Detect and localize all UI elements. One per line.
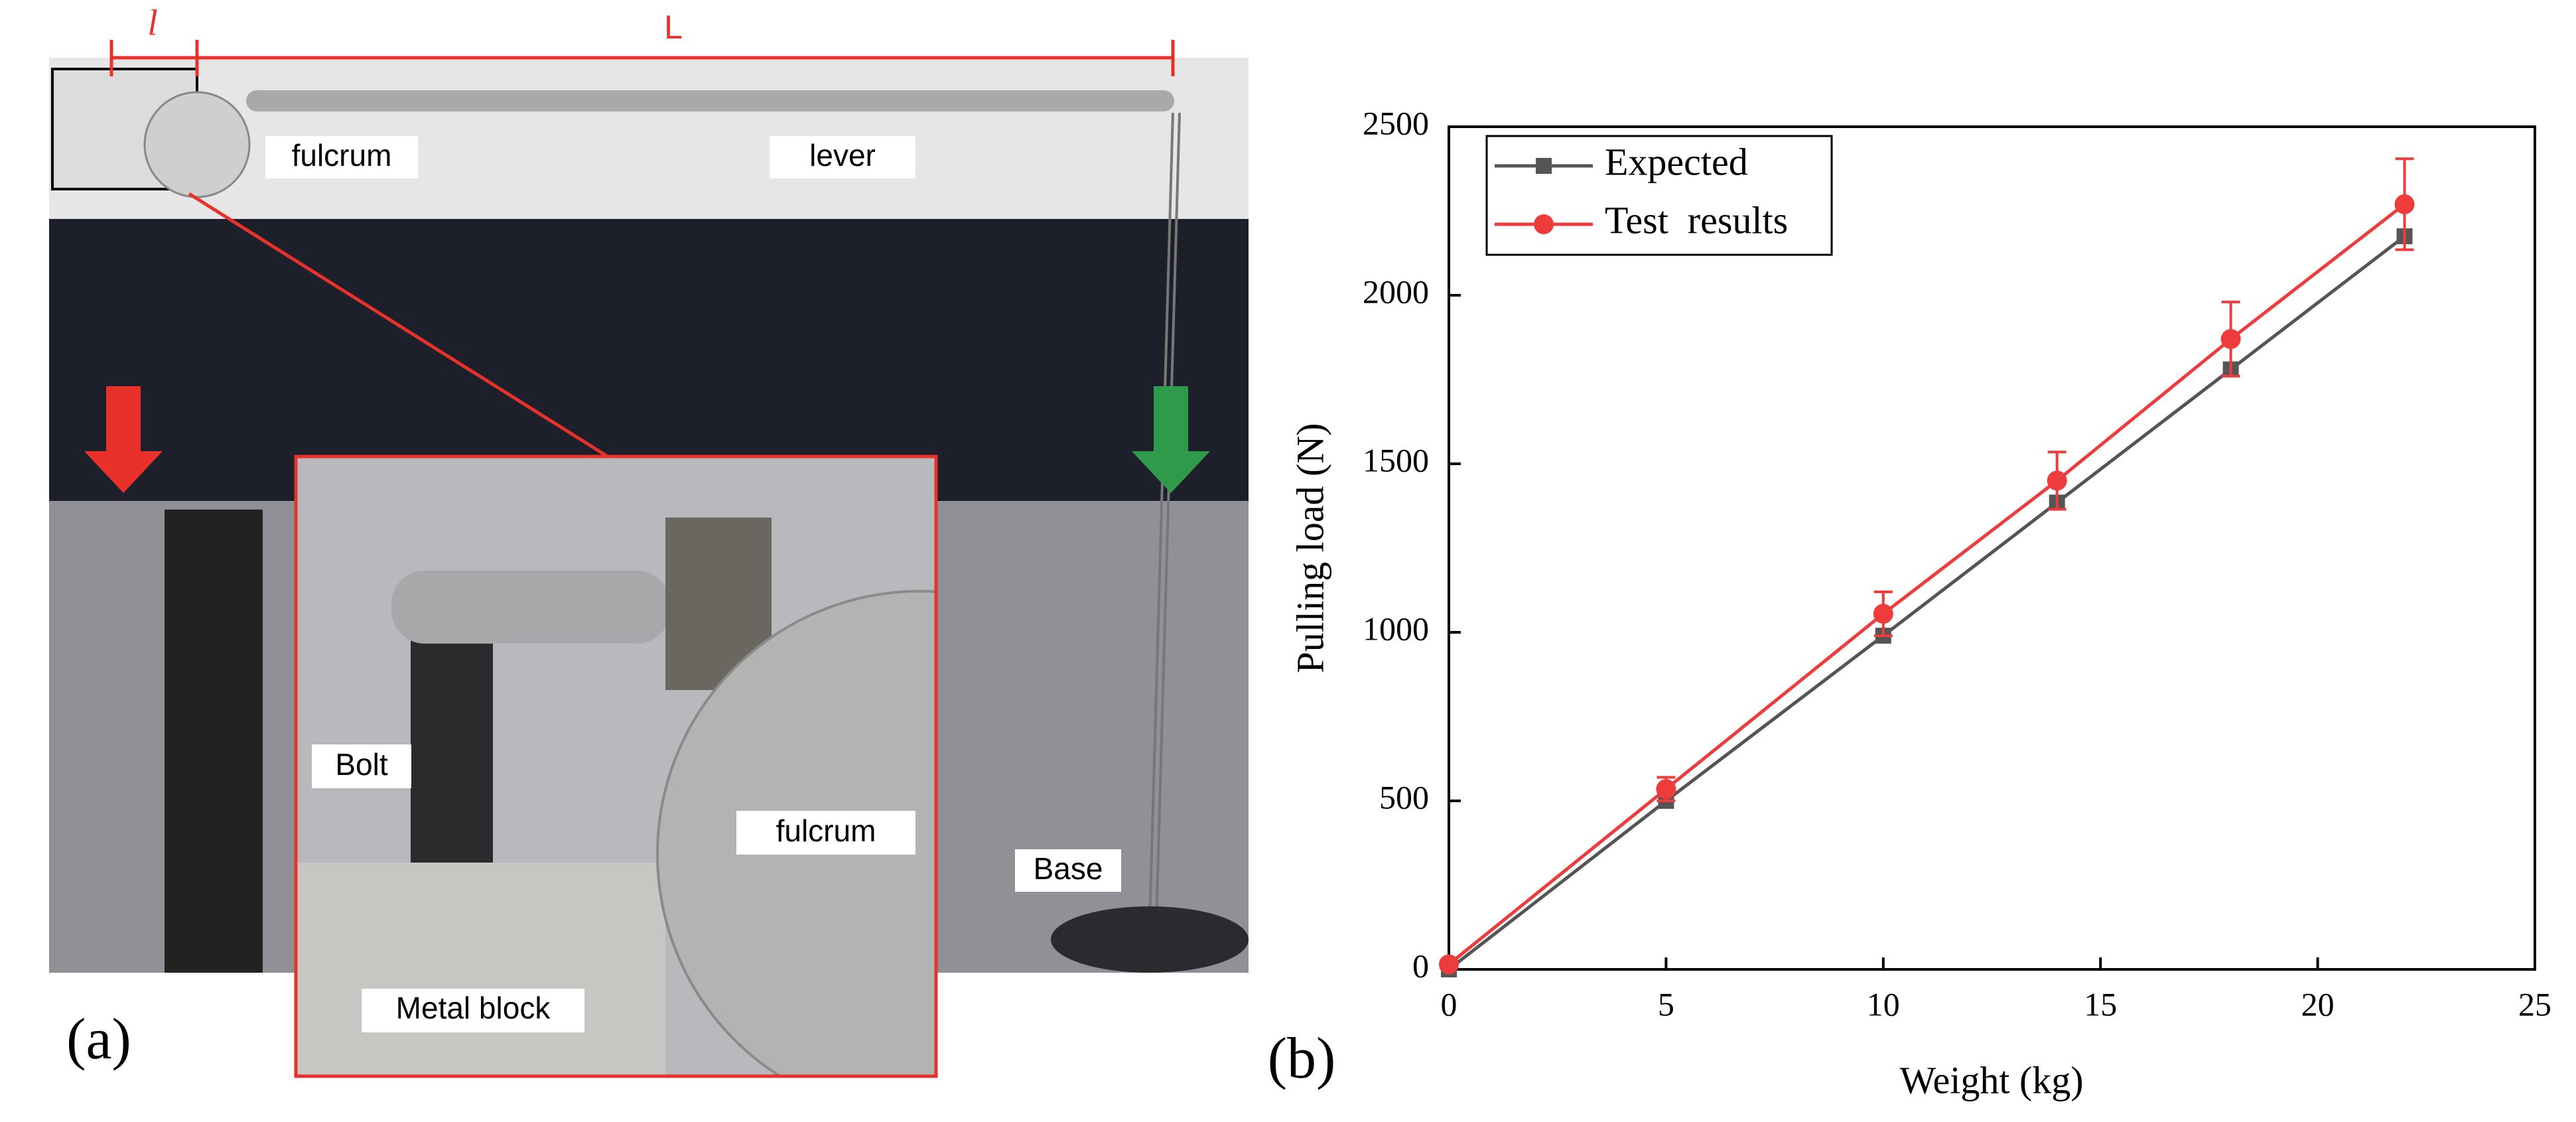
- marker: [1656, 779, 1676, 800]
- marker: [1439, 954, 1459, 975]
- fulcrum-disc: [143, 91, 251, 198]
- y-tick-label: 2500: [1363, 104, 1429, 141]
- y-tick-label: 0: [1412, 947, 1429, 984]
- photo-label: fulcrum: [776, 813, 876, 848]
- marker: [2394, 194, 2415, 214]
- metal-block: [296, 863, 665, 1076]
- y-axis-title: Pulling load (N): [1288, 423, 1331, 673]
- inset-frame: [294, 455, 938, 1078]
- bolt-shaft: [411, 608, 493, 863]
- green-arrow: [1132, 386, 1210, 493]
- wire: [1148, 112, 1174, 923]
- legend-marker: [1534, 214, 1554, 234]
- label-bg: [265, 136, 418, 178]
- plot-frame: [1448, 125, 2536, 971]
- base-disk: [1051, 906, 1249, 973]
- photo-label: fulcrum: [292, 138, 392, 173]
- dim-label: l: [147, 3, 157, 43]
- y-tick-label: 1500: [1363, 441, 1429, 478]
- marker: [2220, 329, 2241, 350]
- photo-label: Bolt: [335, 747, 387, 782]
- legend-label: Test results: [1605, 198, 1788, 242]
- zoom-line: [188, 192, 609, 458]
- label-bg: [312, 744, 411, 788]
- label-bg: [736, 811, 915, 855]
- label-bg: [362, 989, 584, 1032]
- x-tick-label: 25: [2518, 985, 2551, 1022]
- y-tick-label: 1000: [1363, 610, 1429, 647]
- label-bg: [770, 136, 915, 178]
- x-tick-label: 5: [1658, 985, 1674, 1022]
- marker: [2047, 470, 2067, 491]
- series-line: [1448, 235, 2406, 971]
- legend-label: Expected: [1605, 140, 1748, 183]
- red-arrow: [84, 386, 163, 493]
- leg: [165, 510, 263, 973]
- x-tick-label: 15: [2084, 985, 2117, 1022]
- label-bg: [1015, 849, 1121, 892]
- rod-end: [391, 571, 670, 644]
- x-axis-title: Weight (kg): [1899, 1058, 2083, 1101]
- panel-label: (a): [66, 1007, 131, 1072]
- dim-label: L: [664, 9, 683, 46]
- lever-rod: [246, 90, 1174, 111]
- photo-label: lever: [809, 138, 876, 173]
- photo: l L fulcrum lever Base Bolt fulcrum Meta…: [49, 3, 1249, 1078]
- panel-label: (b): [1268, 1026, 1336, 1091]
- x-tick-label: 0: [1441, 985, 1457, 1022]
- series-line: [1448, 202, 2406, 966]
- legend-marker: [1536, 158, 1552, 174]
- marker: [1873, 604, 1893, 624]
- legend-box: [1485, 135, 1833, 256]
- wire: [1155, 112, 1181, 923]
- photo-label: Metal block: [396, 991, 551, 1025]
- dark-panel: [49, 219, 1249, 501]
- x-tick-label: 10: [1867, 985, 1900, 1022]
- y-tick-label: 500: [1379, 778, 1429, 815]
- photo-label: Base: [1034, 851, 1103, 886]
- y-tick-label: 2000: [1363, 273, 1429, 310]
- x-tick-label: 20: [2301, 985, 2335, 1022]
